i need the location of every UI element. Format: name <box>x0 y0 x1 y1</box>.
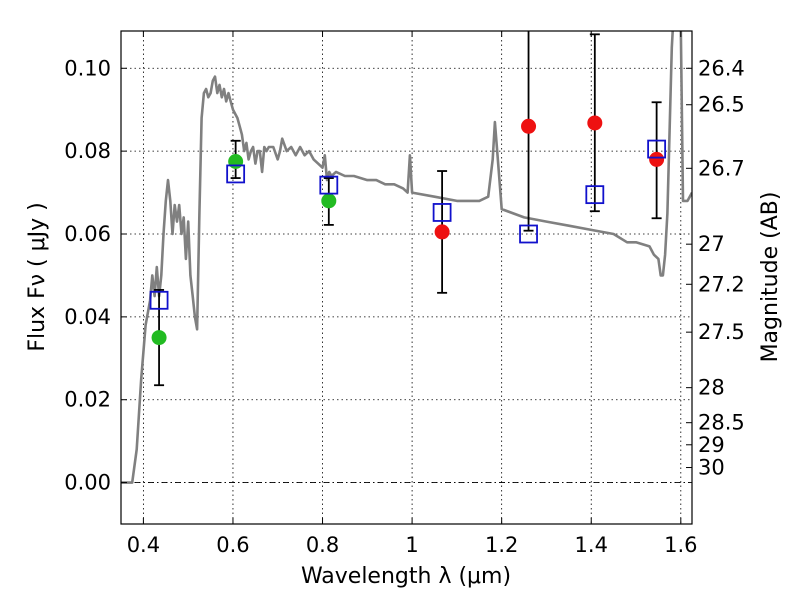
plot-frame <box>120 30 693 525</box>
magnitude-tick-label: 26.4 <box>698 56 745 80</box>
y-tick-label: 0.08 <box>64 139 111 163</box>
y-tick-label: 0.06 <box>64 222 111 246</box>
y-axis-ticks: 0.00 0.02 0.04 0.06 0.08 0.10 <box>64 56 127 495</box>
square-marker <box>149 290 169 310</box>
circle-marker <box>434 224 450 240</box>
x-tick-label: 0.6 <box>216 533 249 557</box>
data-markers <box>149 115 667 346</box>
x-tick-label: 1.6 <box>664 533 697 557</box>
model-spectrum <box>121 31 692 484</box>
x-axis-ticks: 0.4 0.6 0.8 1 1.2 1.4 1.6 <box>127 31 698 557</box>
square-marker <box>226 164 246 184</box>
y-tick-label: 0.04 <box>64 305 111 329</box>
magnitude-tick-label: 28.5 <box>698 411 745 435</box>
x-tick-label: 1.4 <box>575 533 608 557</box>
x-tick-label: 1 <box>405 533 418 557</box>
magnitude-tick-label: 27.5 <box>698 320 745 344</box>
square-marker <box>585 185 605 205</box>
circle-marker <box>649 151 665 167</box>
magnitude-tick-label: 27 <box>698 232 725 256</box>
square-marker <box>519 224 538 244</box>
y-tick-label: 0.00 <box>64 471 111 495</box>
circle-marker <box>587 115 603 131</box>
square-marker <box>319 175 339 195</box>
magnitude-axis-label: Magnitude (AB) <box>758 192 783 363</box>
spectrum-line <box>121 31 692 484</box>
magnitude-tick-label: 28 <box>698 376 725 400</box>
circle-marker <box>151 330 167 346</box>
circle-marker <box>228 154 244 169</box>
y-tick-label: 0.10 <box>64 56 111 80</box>
magnitude-tick-label: 26.7 <box>698 156 745 180</box>
y-axis-label: Flux Fν ( μJy ) <box>25 202 50 351</box>
grid <box>121 31 692 524</box>
square-marker <box>432 203 452 222</box>
x-tick-label: 0.8 <box>306 533 339 557</box>
magnitude-tick-label: 30 <box>698 456 725 480</box>
x-tick-label: 0.4 <box>127 533 160 557</box>
circle-marker <box>521 118 537 134</box>
magnitude-tick-label: 27.2 <box>698 272 745 296</box>
x-tick-label: 1.2 <box>485 533 518 557</box>
y-tick-label: 0.02 <box>64 388 111 412</box>
magnitude-tick-label: 29 <box>698 433 725 457</box>
x-axis-label: Wavelength λ (μm) <box>301 564 511 589</box>
magnitude-tick-label: 26.5 <box>698 93 745 117</box>
circle-marker <box>321 193 337 209</box>
square-marker <box>647 139 667 159</box>
